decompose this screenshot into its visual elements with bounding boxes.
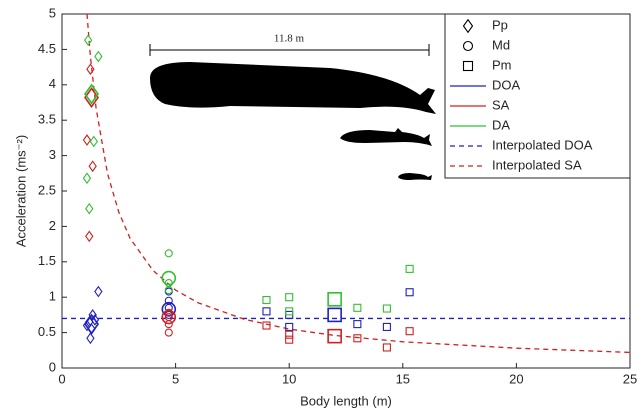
scale-label: 11.8 m xyxy=(274,33,305,45)
mean-point xyxy=(161,270,177,286)
mean-point xyxy=(327,292,342,307)
data-point xyxy=(405,288,414,297)
data-point xyxy=(164,249,173,258)
data-point xyxy=(285,293,294,302)
data-point xyxy=(88,160,97,173)
x-tick-label: 0 xyxy=(58,371,65,386)
data-point xyxy=(88,309,97,321)
data-point xyxy=(353,334,362,343)
mean-point xyxy=(161,309,177,325)
data-point xyxy=(82,134,92,146)
mean-point xyxy=(84,313,100,335)
data-point xyxy=(262,295,271,305)
legend-marker xyxy=(462,18,474,34)
data-point xyxy=(285,322,294,331)
legend-label: Md xyxy=(492,37,510,52)
mean-point xyxy=(84,83,100,105)
data-point xyxy=(164,328,173,337)
data-point xyxy=(382,343,391,352)
data-point xyxy=(82,172,92,185)
data-point xyxy=(90,314,100,326)
data-point xyxy=(262,307,271,316)
mean-point xyxy=(327,328,342,344)
mean-point xyxy=(84,87,100,109)
y-tick-label: 0.5 xyxy=(38,324,56,339)
mean-point xyxy=(327,307,342,323)
scale-bar xyxy=(149,44,430,56)
legend-label: Interpolated SA xyxy=(492,157,582,172)
x-tick-label: 20 xyxy=(509,371,523,386)
whale-large xyxy=(150,62,436,114)
x-tick-label: 25 xyxy=(623,371,637,386)
data-point xyxy=(382,322,391,331)
x-tick-label: 5 xyxy=(172,371,179,386)
data-point xyxy=(285,307,294,316)
legend-label: DOA xyxy=(492,77,521,92)
y-axis-label: Acceleration (ms⁻²) xyxy=(13,135,28,247)
data-point xyxy=(285,330,294,339)
data-point xyxy=(353,303,362,312)
y-tick-label: 4.5 xyxy=(38,41,56,56)
legend xyxy=(444,13,631,179)
whale-small xyxy=(398,173,432,180)
data-point xyxy=(353,320,362,329)
legend-marker xyxy=(462,60,474,72)
legend-label: Pp xyxy=(492,17,508,32)
data-point xyxy=(382,304,391,313)
whale-silhouettes xyxy=(150,62,436,180)
data-point xyxy=(94,50,103,63)
data-point xyxy=(85,230,94,243)
legend-label: SA xyxy=(492,97,510,112)
whale-medium xyxy=(340,128,432,146)
data-point xyxy=(164,308,173,317)
y-tick-label: 3.5 xyxy=(38,112,56,127)
data-point xyxy=(285,335,294,344)
x-tick-label: 15 xyxy=(396,371,410,386)
data-point xyxy=(164,296,173,305)
interpolated-line xyxy=(86,14,630,354)
data-point xyxy=(405,327,414,336)
y-tick-label: 2 xyxy=(49,218,56,233)
y-tick-label: 0 xyxy=(49,359,56,374)
data-point xyxy=(164,286,173,295)
data-point xyxy=(164,312,173,322)
data-point xyxy=(94,285,103,298)
y-tick-label: 1 xyxy=(49,289,56,304)
legend-marker xyxy=(462,40,474,52)
y-tick-label: 2.5 xyxy=(38,182,56,197)
x-tick-label: 10 xyxy=(282,371,296,386)
y-tick-label: 3 xyxy=(49,147,56,162)
data-point xyxy=(85,202,94,215)
legend-label: DA xyxy=(492,117,510,132)
y-tick-label: 4 xyxy=(49,76,56,91)
data-point xyxy=(262,321,271,330)
x-axis-label: Body length (m) xyxy=(300,393,392,408)
data-point xyxy=(405,264,414,273)
y-tick-label: 1.5 xyxy=(38,253,56,268)
data-point xyxy=(83,34,93,47)
data-point xyxy=(86,63,95,76)
data-point xyxy=(86,332,95,345)
legend-label: Interpolated DOA xyxy=(492,137,593,152)
y-tick-label: 5 xyxy=(49,5,56,20)
data-point xyxy=(89,135,98,148)
legend-label: Pm xyxy=(492,57,512,72)
